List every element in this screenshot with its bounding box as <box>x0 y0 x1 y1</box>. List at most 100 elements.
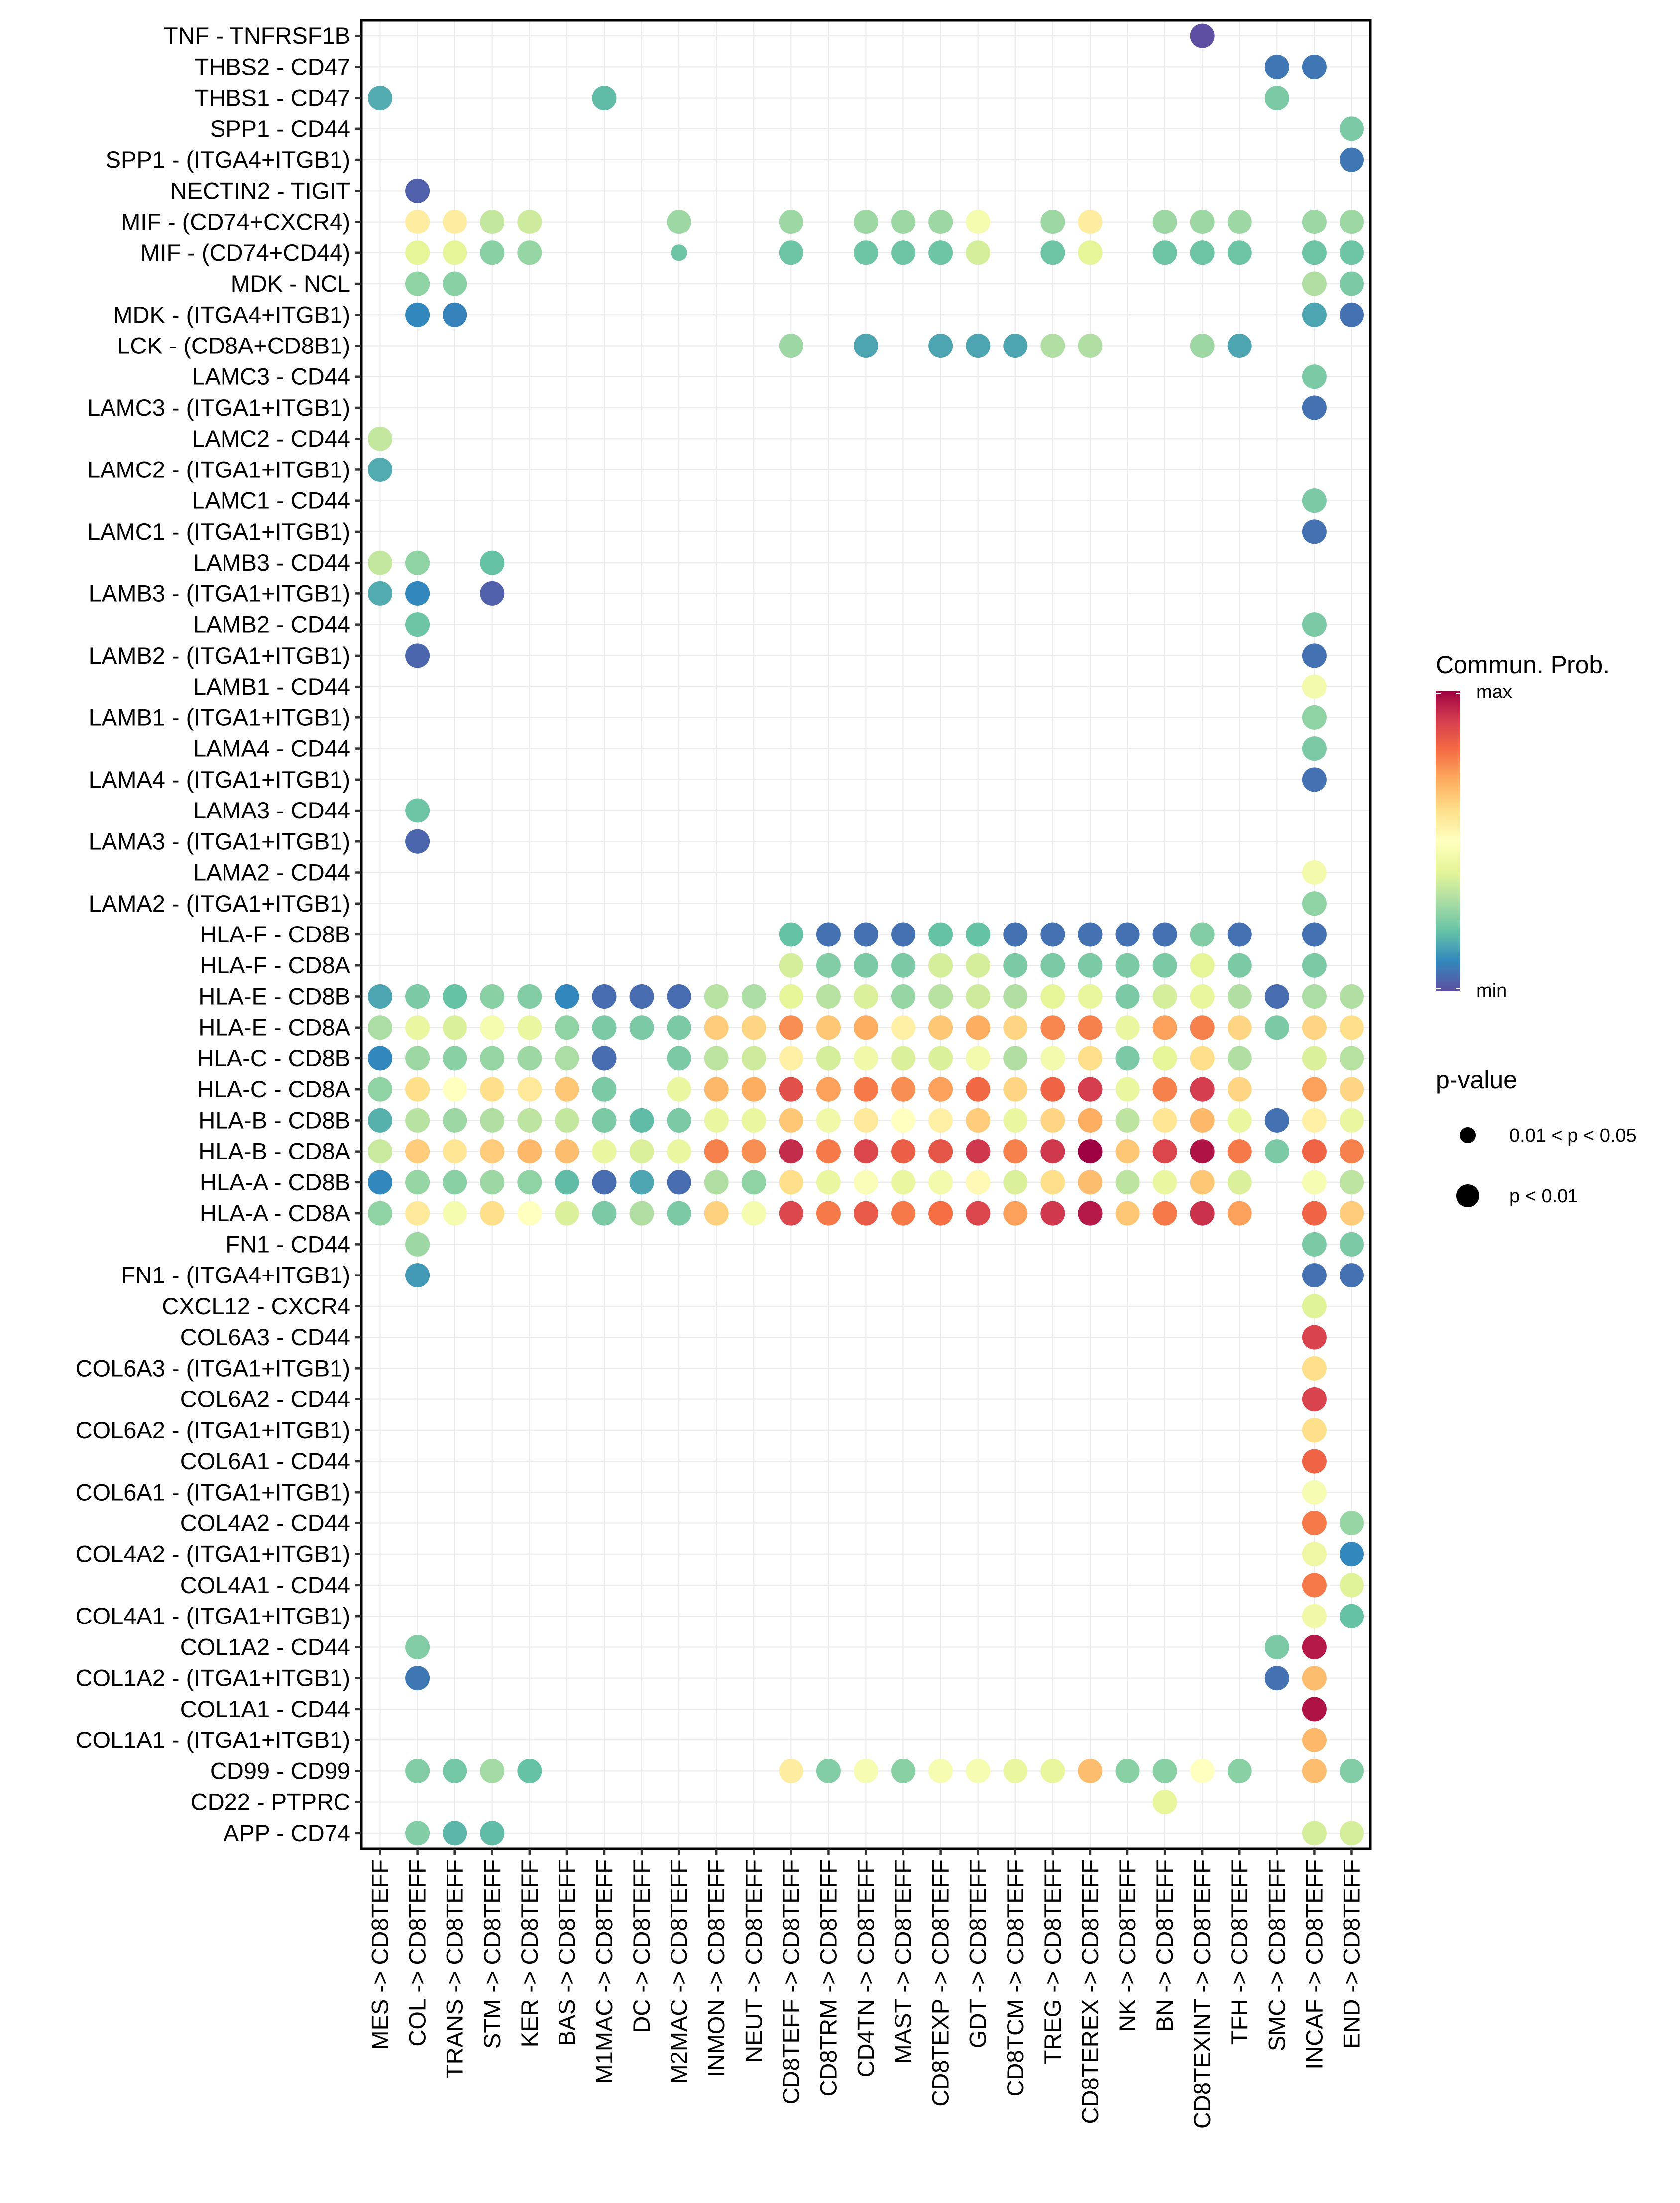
data-point <box>405 178 430 203</box>
data-point <box>1339 1542 1364 1567</box>
y-tick-label: LAMB3 - (ITGA1+ITGB1) <box>89 580 350 606</box>
data-point <box>1302 1015 1327 1040</box>
data-point <box>928 1108 953 1133</box>
x-tick-label: CD4TN -> CD8TEFF <box>853 1859 879 2077</box>
y-tick-label: LAMA2 - (ITGA1+ITGB1) <box>89 890 350 917</box>
data-point <box>741 1015 766 1040</box>
data-point <box>1115 1108 1140 1133</box>
data-point <box>1040 1201 1065 1226</box>
data-point <box>891 1046 916 1071</box>
data-point <box>1040 333 1065 358</box>
data-point <box>1302 643 1327 668</box>
data-point <box>1339 210 1364 234</box>
data-point <box>480 1077 505 1102</box>
data-point <box>1227 1758 1252 1783</box>
data-point <box>517 1170 542 1195</box>
data-point <box>480 1015 505 1040</box>
data-point <box>1190 1170 1215 1195</box>
size-legend-key-large <box>1456 1184 1479 1207</box>
data-point <box>405 581 430 606</box>
data-point <box>779 953 803 978</box>
data-point <box>368 581 393 606</box>
data-point <box>816 953 841 978</box>
data-point <box>1190 1758 1215 1783</box>
data-point <box>1302 1325 1327 1350</box>
x-tick-label: CD8TEXINT -> CD8TEFF <box>1189 1859 1215 2129</box>
y-tick-label: HLA-B - CD8B <box>198 1107 350 1133</box>
y-tick-label: APP - CD74 <box>224 1820 350 1846</box>
data-point <box>555 1139 579 1164</box>
data-point <box>629 1139 654 1164</box>
data-point <box>1078 1139 1103 1164</box>
data-point <box>1040 1758 1065 1783</box>
data-point <box>592 1046 617 1071</box>
y-tick-label: LAMB2 - CD44 <box>193 611 350 638</box>
data-point <box>405 1108 430 1133</box>
data-point <box>741 1139 766 1164</box>
data-point <box>405 302 430 327</box>
data-point <box>1302 1232 1327 1257</box>
data-point <box>1339 1758 1364 1783</box>
data-point <box>555 1201 579 1226</box>
data-point <box>966 1046 991 1071</box>
data-point <box>891 922 916 947</box>
data-point <box>1227 922 1252 947</box>
data-point <box>966 1108 991 1133</box>
data-point <box>1040 1139 1065 1164</box>
data-point <box>555 1108 579 1133</box>
data-point <box>704 1046 729 1071</box>
data-point <box>480 1046 505 1071</box>
data-point <box>1339 1232 1364 1257</box>
data-point <box>816 984 841 1009</box>
y-tick-label: HLA-E - CD8B <box>198 983 350 1009</box>
data-point <box>1190 1046 1215 1071</box>
data-point <box>1302 1511 1327 1536</box>
x-tick-label: GDT -> CD8TEFF <box>965 1859 991 2048</box>
y-tick-label: COL6A3 - (ITGA1+ITGB1) <box>76 1355 350 1381</box>
data-point <box>1227 1046 1252 1071</box>
data-point <box>1040 1170 1065 1195</box>
data-point <box>1190 984 1215 1009</box>
data-point <box>443 1758 467 1783</box>
data-point <box>966 984 991 1009</box>
data-point <box>1264 1666 1289 1691</box>
data-point <box>405 1821 430 1846</box>
y-tick-label: COL6A2 - (ITGA1+ITGB1) <box>76 1417 350 1443</box>
data-point <box>1190 240 1215 265</box>
y-tick-label: NECTIN2 - TIGIT <box>170 177 350 204</box>
y-tick-label: LAMC3 - (ITGA1+ITGB1) <box>87 394 350 421</box>
x-tick-label: BAS -> CD8TEFF <box>554 1859 580 2046</box>
data-point <box>517 1046 542 1071</box>
data-point <box>966 1201 991 1226</box>
x-tick-label: COL -> CD8TEFF <box>404 1859 431 2047</box>
y-tick-label: CD22 - PTPRC <box>191 1789 350 1815</box>
data-point <box>443 1015 467 1040</box>
data-point <box>368 1139 393 1164</box>
data-point <box>1152 1790 1177 1815</box>
data-point <box>1078 1077 1103 1102</box>
grid-lines <box>361 20 1370 1849</box>
data-point <box>1040 922 1065 947</box>
data-point <box>1227 984 1252 1009</box>
data-point <box>779 1108 803 1133</box>
data-point <box>480 581 505 606</box>
data-point <box>405 1139 430 1164</box>
data-point <box>1264 1634 1289 1659</box>
data-point <box>1302 1139 1327 1164</box>
data-point <box>891 953 916 978</box>
data-point <box>779 922 803 947</box>
data-point <box>891 984 916 1009</box>
data-point <box>854 922 878 947</box>
y-tick-label: LAMC2 - CD44 <box>192 425 350 452</box>
data-point <box>592 1108 617 1133</box>
data-point <box>629 984 654 1009</box>
data-point <box>1227 1139 1252 1164</box>
y-tick-label: HLA-A - CD8B <box>200 1169 350 1195</box>
x-tick-label: CD8TEFF -> CD8TEFF <box>778 1859 804 2104</box>
data-point <box>1078 1758 1103 1783</box>
data-point <box>1302 1294 1327 1319</box>
data-point <box>368 550 393 575</box>
data-point <box>443 984 467 1009</box>
data-point <box>592 1139 617 1164</box>
